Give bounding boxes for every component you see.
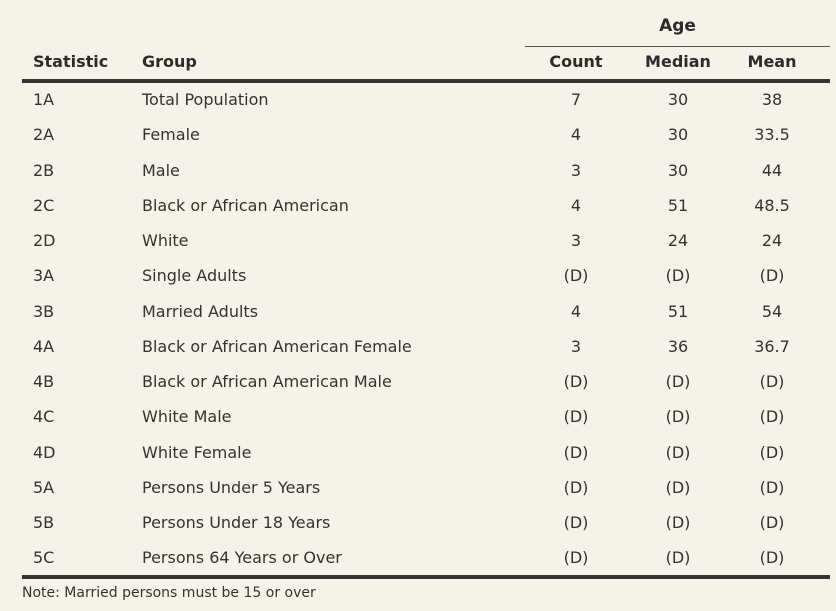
cell-median: 30 [667,160,689,180]
cell-count: (D) [563,477,589,497]
cell-group: Black or African American Female [142,336,412,356]
cell-group: White Female [142,442,252,462]
cell-count: 3 [570,160,582,180]
table-row: 3B Married Adults 4 51 54 [22,300,830,335]
table-row: 2A Female 4 30 33.5 [22,123,830,158]
cell-group: Male [142,160,180,180]
table-row: 2D White 3 24 24 [22,229,830,264]
cell-statistic: 2B [33,160,55,180]
table-header-row: Statistic Group Count Median Mean [22,52,830,78]
cell-count: (D) [563,548,589,568]
table-row: 5C Persons 64 Years or Over (D) (D) (D) [22,546,830,581]
cell-statistic: 5B [33,513,55,532]
cell-group: Persons Under 18 Years [142,513,331,532]
cell-group: Single Adults [142,266,247,286]
cell-mean: (D) [759,407,785,427]
cell-mean: 38 [761,90,783,109]
header-rule [22,79,830,83]
table-body: 1A Total Population 7 30 38 2A Female 4 … [22,88,830,582]
table-row: 4B Black or African American Male (D) (D… [22,370,830,405]
cell-median: (D) [665,266,691,286]
cell-group: Black or African American Male [142,372,392,391]
cell-mean: 48.5 [754,195,790,215]
cell-median: (D) [665,442,691,462]
cell-median: 36 [667,336,689,356]
cell-median: (D) [665,407,691,427]
cell-median: 24 [667,231,689,250]
cell-count: 4 [570,301,582,321]
table-row: 4A Black or African American Female 3 36… [22,335,830,370]
cell-median: 30 [667,125,689,145]
cell-statistic: 2C [33,195,55,215]
header-group: Group [142,52,197,71]
cell-statistic: 4D [33,442,56,462]
cell-statistic: 5C [33,548,55,568]
table-row: 3A Single Adults (D) (D) (D) [22,264,830,299]
cell-mean: 44 [761,160,783,180]
cell-mean: (D) [759,477,785,497]
cell-count: 3 [570,231,582,250]
table-row: 5B Persons Under 18 Years (D) (D) (D) [22,511,830,546]
header-count: Count [549,52,603,71]
cell-mean: (D) [759,442,785,462]
table-row: 4D White Female (D) (D) (D) [22,441,830,476]
cell-group: White [142,231,189,250]
cell-count: 3 [570,336,582,356]
cell-group: Black or African American [142,195,349,215]
cell-mean: 36.7 [754,336,790,356]
age-group-label: Age [659,16,696,36]
cell-count: (D) [563,513,589,532]
cell-group: Persons Under 5 Years [142,477,321,497]
cell-mean: 54 [761,301,783,321]
cell-statistic: 5A [33,477,55,497]
table-row: 4C White Male (D) (D) (D) [22,405,830,440]
cell-statistic: 1A [33,90,55,109]
cell-count: (D) [563,266,589,286]
cell-count: 7 [570,90,582,109]
cell-group: White Male [142,407,232,427]
cell-mean: (D) [759,372,785,391]
header-median: Median [645,52,711,71]
cell-group: Persons 64 Years or Over [142,548,342,568]
cell-median: 30 [667,90,689,109]
cell-median: (D) [665,372,691,391]
cell-group: Married Adults [142,301,259,321]
header-mean: Mean [747,52,797,71]
cell-statistic: 4A [33,336,55,356]
cell-statistic: 4B [33,372,55,391]
cell-mean: (D) [759,548,785,568]
cell-median: 51 [667,301,689,321]
table-row: 2C Black or African American 4 51 48.5 [22,194,830,229]
cell-count: 4 [570,125,582,145]
cell-median: (D) [665,477,691,497]
cell-group: Total Population [142,90,269,109]
cell-statistic: 2D [33,231,56,250]
cell-statistic: 3A [33,266,55,286]
cell-group: Female [142,125,200,145]
cell-count: 4 [570,195,582,215]
cell-count: (D) [563,407,589,427]
cell-count: (D) [563,442,589,462]
age-column-group: Age [525,16,830,47]
table-row: 1A Total Population 7 30 38 [22,88,830,123]
cell-statistic: 4C [33,407,55,427]
cell-median: (D) [665,513,691,532]
cell-mean: (D) [759,513,785,532]
cell-statistic: 2A [33,125,55,145]
cell-mean: 33.5 [754,125,790,145]
header-statistic: Statistic [33,52,109,71]
table-note: Note: Married persons must be 15 or over [22,585,316,601]
table-row: 2B Male 3 30 44 [22,159,830,194]
cell-statistic: 3B [33,301,55,321]
cell-median: (D) [665,548,691,568]
cell-median: 51 [667,195,689,215]
cell-count: (D) [563,372,589,391]
cell-mean: 24 [761,231,783,250]
cell-mean: (D) [759,266,785,286]
bottom-rule [22,575,830,579]
table-row: 5A Persons Under 5 Years (D) (D) (D) [22,476,830,511]
